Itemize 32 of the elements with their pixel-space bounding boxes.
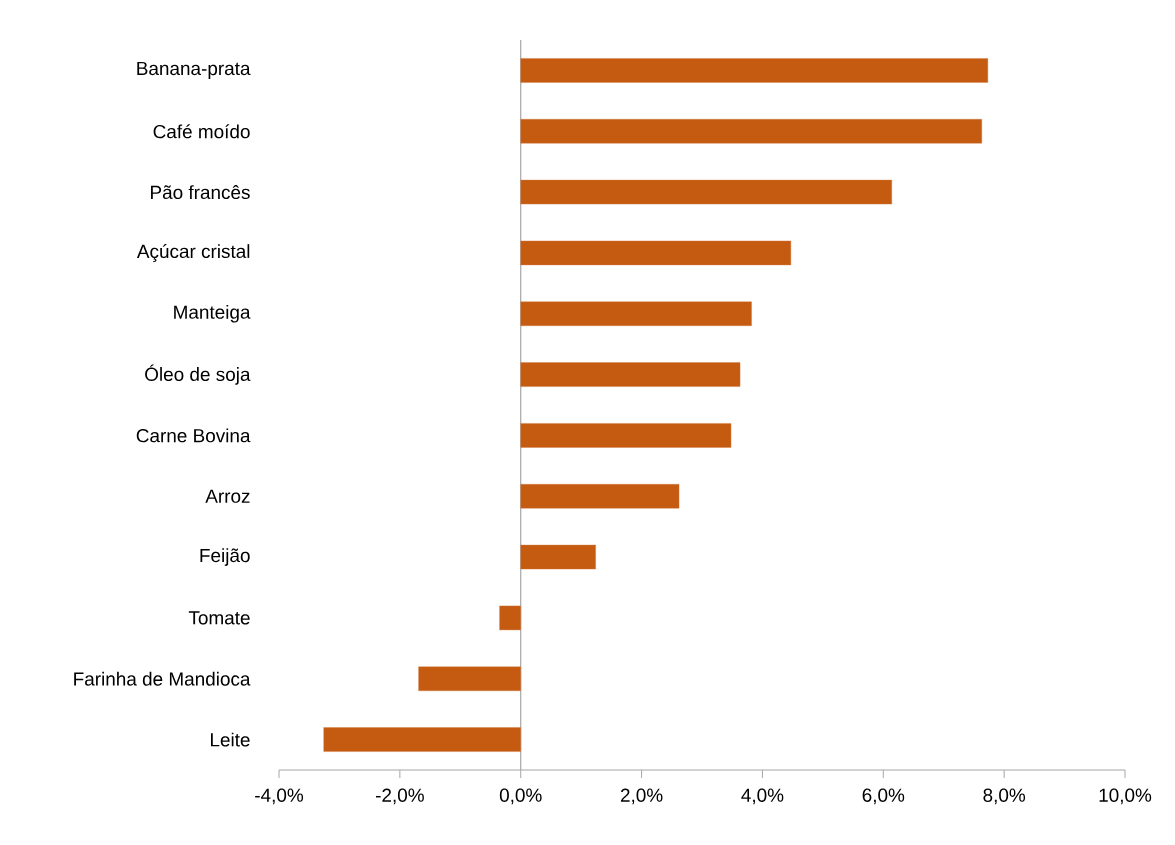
y-tick-label: Manteiga	[174, 304, 251, 323]
bar	[520, 484, 680, 509]
y-tick-label: Farinha de Mandioca	[74, 671, 251, 686]
bar	[520, 544, 596, 570]
x-tick-label: 6,0%	[862, 788, 905, 805]
x-tick-label: 4,0%	[741, 788, 784, 805]
y-tick-label: Pão francês	[151, 185, 250, 200]
x-tick-label: 8,0%	[983, 788, 1026, 805]
y-tick-label: Açúcar cristal	[136, 243, 250, 262]
y-tick-label: Café moído	[153, 124, 250, 139]
x-tick-label: -2,0%	[375, 788, 424, 805]
bar	[323, 727, 521, 752]
x-tick-label: 2,0%	[620, 788, 663, 805]
bar	[520, 119, 982, 144]
y-tick-label: Feijão	[200, 548, 250, 566]
bar	[418, 666, 521, 691]
bar	[520, 179, 892, 205]
bar	[520, 423, 732, 448]
bar	[520, 58, 989, 83]
x-tick-label: 0,0%	[499, 788, 542, 805]
y-tick-label: Arroz	[205, 489, 250, 503]
bar	[520, 301, 752, 326]
bar	[520, 362, 741, 387]
y-tick-label: Carne Bovina	[136, 428, 251, 443]
bar	[520, 240, 792, 266]
bar	[499, 605, 521, 631]
y-tick-label: Banana-prata	[137, 61, 251, 79]
y-tick-label: Óleo de soja	[145, 364, 251, 385]
y-tick-label: Tomate	[188, 611, 250, 625]
y-tick-label: Leite	[211, 732, 250, 747]
x-tick-label: 10,0%	[1099, 788, 1152, 805]
x-tick-label: -4,0%	[255, 788, 304, 805]
